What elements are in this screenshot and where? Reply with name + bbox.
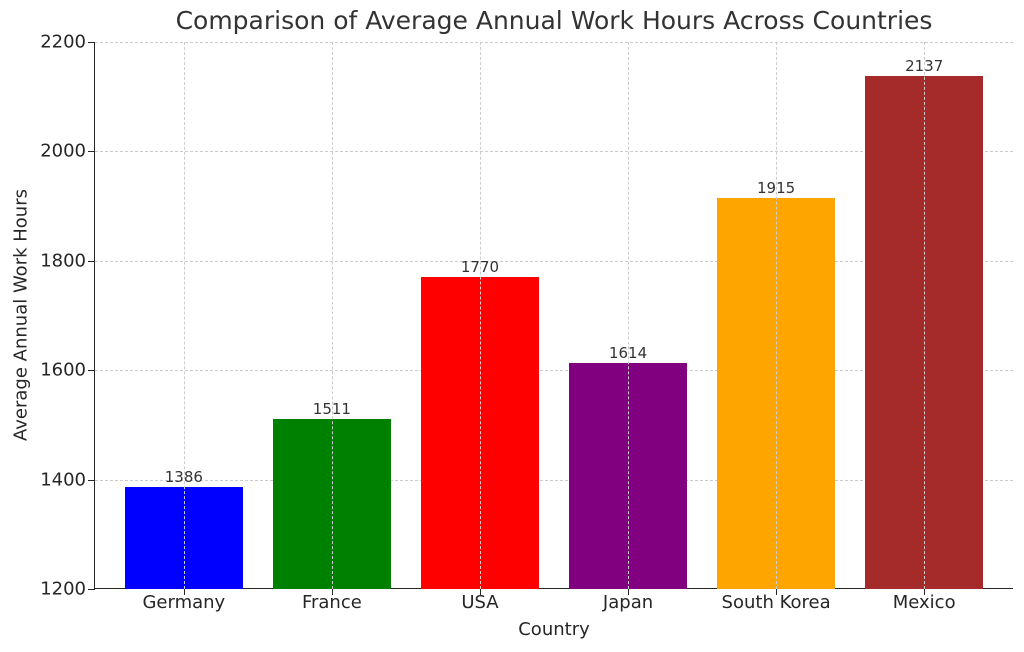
bar-mexico (864, 76, 984, 589)
x-tick-mark (331, 589, 333, 595)
y-axis-line (94, 42, 95, 590)
bar-value-label: 1915 (757, 178, 796, 197)
gridline-vertical (628, 42, 630, 589)
x-tick-mark (479, 589, 481, 595)
x-tick-label: USA (461, 592, 499, 613)
gridline-vertical (924, 42, 926, 589)
gridline-horizontal (95, 42, 1013, 43)
bar-south-korea (716, 197, 836, 589)
x-tick-label: Mexico (892, 592, 956, 613)
gridline-vertical (479, 42, 481, 589)
bar-value-label: 1386 (164, 468, 203, 487)
y-tick-label: 1800 (40, 250, 86, 272)
y-tick-label: 1400 (40, 469, 86, 491)
gridline-vertical (776, 42, 778, 589)
y-tick-label: 2000 (40, 140, 86, 162)
gridline-vertical (183, 42, 185, 589)
gridline-horizontal (95, 479, 1013, 481)
bar-value-label: 1511 (312, 399, 351, 418)
gridline-horizontal (95, 151, 1013, 153)
y-tick-label: 2200 (40, 31, 86, 53)
y-tick-label: 1600 (40, 359, 86, 381)
x-tick-mark (183, 589, 185, 595)
y-axis-label: Average Annual Work Hours (10, 189, 32, 441)
gridline-vertical (331, 42, 333, 589)
x-tick-label: France (301, 592, 362, 613)
y-tick-mark (88, 151, 94, 153)
x-axis-line (94, 588, 1013, 589)
y-tick-mark (88, 370, 94, 372)
gridline-horizontal (95, 370, 1013, 372)
y-tick-mark (88, 42, 94, 43)
y-tick-mark (88, 479, 94, 481)
y-tick-label: 1200 (40, 578, 86, 600)
bar-japan (568, 362, 688, 589)
x-tick-label: Japan (602, 592, 654, 613)
bar-value-label: 2137 (905, 57, 944, 76)
gridline-horizontal (95, 260, 1013, 262)
plot-area: 1386 1511 1770 1614 1915 2137 (95, 42, 1013, 589)
y-tick-mark (88, 589, 94, 590)
x-tick-mark (776, 589, 778, 595)
chart-title: Comparison of Average Annual Work Hours … (175, 6, 933, 35)
x-tick-mark (924, 589, 926, 595)
x-tick-mark (628, 589, 630, 595)
x-tick-label: Germany (142, 592, 226, 613)
bar-value-label: 1770 (460, 258, 500, 277)
y-tick-mark (88, 260, 94, 262)
bar-value-label: 1614 (608, 343, 648, 362)
x-tick-label: South Korea (721, 592, 831, 613)
x-axis-label: Country (518, 619, 590, 640)
